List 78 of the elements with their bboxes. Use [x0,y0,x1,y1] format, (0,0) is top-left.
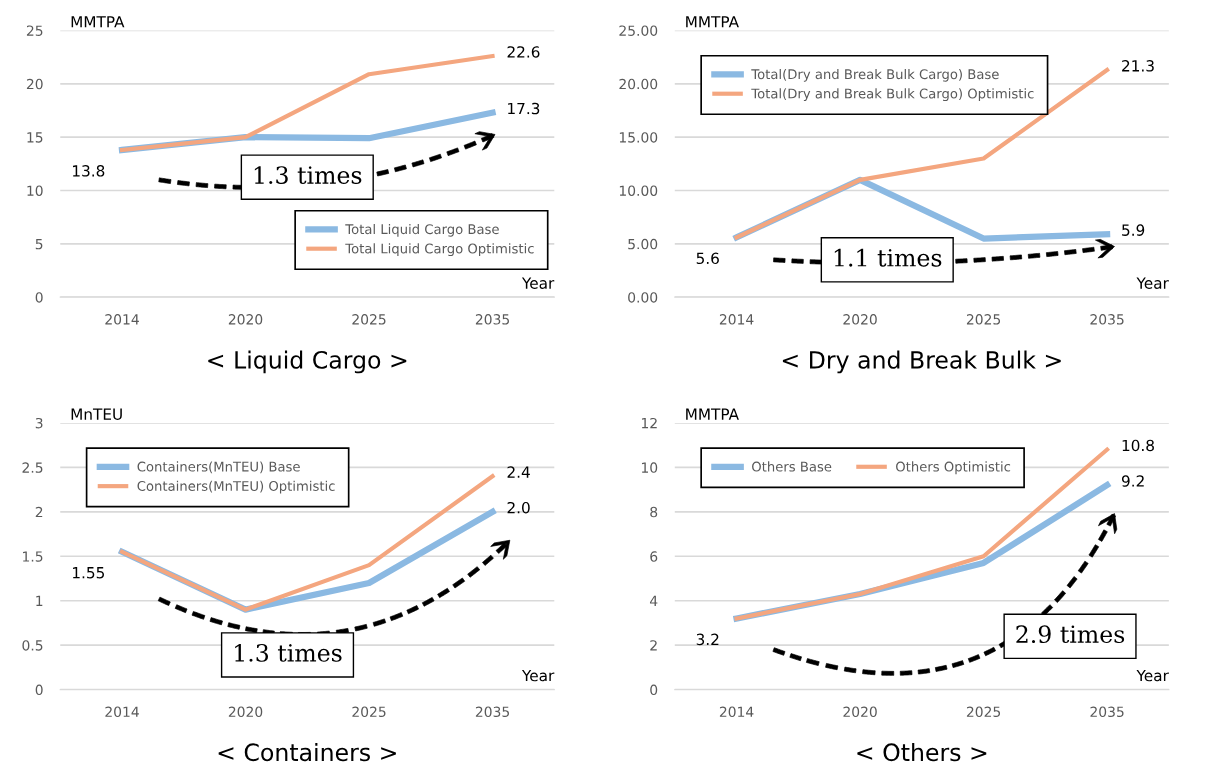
x-axis-title: Year [521,277,555,289]
x-tick-label: 2014 [105,706,139,718]
y-tick-label: 12 [641,417,657,429]
y-tick-label: 15.00 [619,132,658,143]
y-tick-label: 0.00 [628,292,658,303]
data-label: 2.4 [507,466,530,478]
x-tick-label: 2020 [843,706,877,718]
legend-label: Others Optimistic [896,461,1011,475]
y-axis-title: MnTEU [71,408,122,420]
x-tick-label: 2025 [966,314,1001,325]
text: < Liquid Cargo > [208,350,407,374]
data-label: 2.0 [507,501,530,514]
legend-label: Total Liquid Cargo Optimistic [345,243,534,257]
data-label: 21.3 [1122,60,1154,72]
y-tick-label: 1.5 [23,551,43,562]
y-tick-label: 15 [27,132,43,143]
text: < Others > [857,742,987,762]
data-label: 1.55 [73,567,105,579]
y-tick-label: 0 [35,684,43,696]
y-tick-label: 3 [35,417,43,429]
annotation: 1.1 times [834,248,942,267]
legend-label: Containers(MnTEU) Optimistic [137,480,335,494]
x-tick-label: 2014 [719,314,754,325]
x-tick-label: 2035 [475,314,509,325]
y-axis-title: MMTPA [686,408,739,420]
x-tick-label: 2035 [1090,314,1124,325]
x-tick-label: 2020 [228,706,263,718]
x-tick-label: 2020 [228,314,263,325]
data-label: 5.6 [696,252,719,265]
x-axis-title: Year [1136,277,1169,289]
y-tick-label: 1 [36,595,43,606]
x-tick-label: 2014 [719,706,754,718]
x-axis-title: Year [1136,669,1169,682]
y-tick-label: 0 [35,292,43,303]
y-tick-label: 0.5 [22,640,43,651]
y-tick-label: 25 [26,25,43,36]
data-label: 17.3 [508,102,540,115]
legend-label: Others Base [752,461,832,472]
x-axis-title: Year [521,669,555,682]
y-axis-title: MMTPA [71,16,125,28]
data-label: 3.2 [696,633,719,646]
x-tick-label: 2025 [352,706,386,718]
legend-label: Total(Dry and Break Bulk Cargo) Optimistic [751,88,1034,102]
y-tick-label: 10 [641,462,658,473]
data-label: 9.2 [1121,475,1144,487]
legend-label: Containers(MnTEU) Base [137,461,300,474]
y-tick-label: 2.5 [22,462,43,473]
x-tick-label: 2025 [352,314,386,325]
y-tick-label: 25.00 [619,25,658,36]
y-tick-label: 2 [35,506,43,518]
data-label: 5.9 [1122,224,1145,236]
x-tick-label: 2025 [966,706,1001,718]
annotation: 1.3 times [235,643,342,662]
y-axis-title: MMTPA [686,16,739,28]
data-label: 13.8 [73,165,105,177]
x-tick-label: 2014 [105,314,139,325]
text: < Dry and Break Bulk > [782,350,1061,374]
y-tick-label: 2 [650,640,657,651]
annotation: 2.9 times [1016,625,1125,644]
data-label: 22.6 [507,46,540,58]
text: < Containers > [218,742,396,762]
x-tick-label: 2035 [475,706,509,718]
y-tick-label: 4 [649,595,658,606]
y-tick-label: 5.00 [628,238,658,250]
legend-label: Total Liquid Cargo Base [345,223,499,237]
y-tick-label: 10.00 [619,185,658,196]
y-tick-label: 20 [26,78,43,90]
y-tick-label: 8 [650,506,658,518]
y-tick-label: 6 [650,551,658,562]
y-tick-label: 10 [27,185,43,196]
y-tick-label: 5 [35,238,43,250]
y-tick-label: 20.00 [619,78,658,90]
y-tick-label: 0 [650,684,658,696]
annotation: 1.3 times [254,166,362,185]
data-label: 10.8 [1122,439,1154,452]
legend-label: Total(Dry and Break Bulk Cargo) Base [751,68,999,82]
x-tick-label: 2020 [843,314,877,325]
x-tick-label: 2035 [1090,706,1124,718]
